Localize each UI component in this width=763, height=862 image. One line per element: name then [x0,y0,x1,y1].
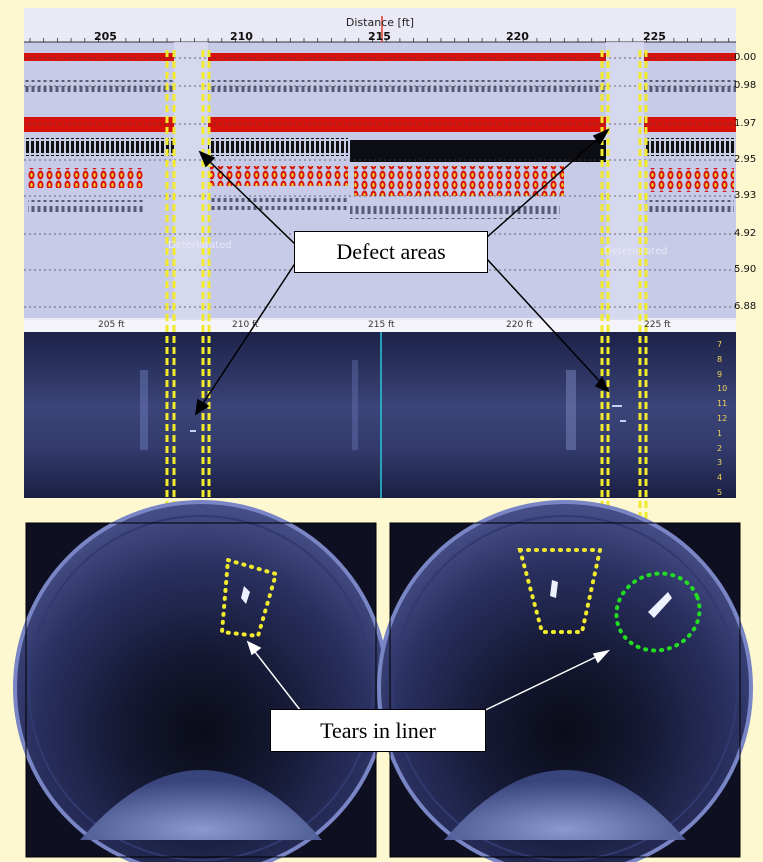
depth-label: 2.95 [734,154,757,165]
video-ruler-label: 215 ft [368,320,395,330]
clock-position-label: 1 [717,428,723,438]
liner-tear-left [241,586,250,604]
deteriorated-label-right: Deteriorated [604,246,668,257]
top-axis-tick-label: 220 [506,30,529,43]
clock-position-label: 4 [717,473,723,483]
depth-label: 0.00 [734,52,757,63]
top-axis-minor-ticks [29,38,730,42]
top-axis-tick-label: 215 [368,30,391,43]
clock-position-label: 12 [717,414,728,423]
defect-boundary-lines [165,50,648,522]
depth-label: 6.88 [734,301,757,312]
depth-label: 0.98 [734,80,757,91]
depth-label: 1.97 [734,118,757,129]
pipe-video-strip [24,332,736,498]
clock-position-label: 3 [717,458,723,468]
clock-position-label: 2 [717,443,723,453]
tear-highlight-green [614,571,702,653]
axis-title: Distance [ft] [345,16,415,29]
top-axis-tick-label: 210 [230,30,253,43]
tear-highlight-left [219,557,279,639]
depth-label: 4.92 [734,228,757,239]
clock-position-label: 11 [717,399,728,409]
depth-label: 3.93 [734,190,757,201]
clock-position-label: 10 [717,384,728,394]
top-axis-tick-label: 205 [94,30,117,43]
tear-highlight-right [517,548,603,634]
tears-callout: Tears in liner [270,709,486,752]
clock-position-label: 9 [717,369,723,379]
video-ruler-label: 205 ft [98,320,125,330]
video-ruler-label: 225 ft [644,320,671,330]
liner-tear-right-1 [550,580,558,598]
defect-areas-callout: Defect areas [294,231,488,273]
deteriorated-label-left: Deteriorated [168,240,232,251]
liner-tear-right-2 [648,592,672,618]
clock-position-label: 5 [717,488,723,497]
clock-position-label: 8 [717,354,723,364]
top-axis-tick-label: 225 [643,30,666,43]
defect-arrows [195,128,610,416]
depth-label: 5.90 [734,264,757,275]
clock-position-label: 7 [717,340,723,349]
video-ruler-label: 220 ft [506,320,533,330]
video-ruler-label: 210 ft [232,320,259,330]
